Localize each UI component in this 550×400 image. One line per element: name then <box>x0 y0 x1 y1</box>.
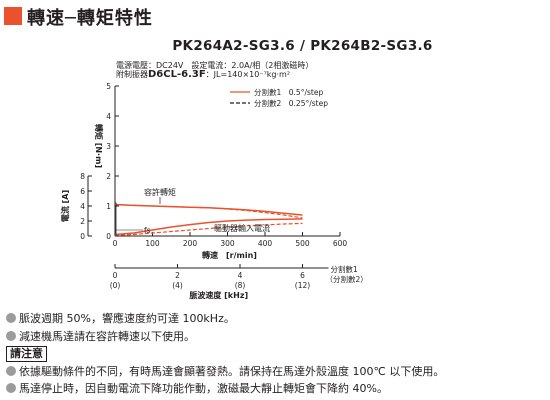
y-tick-label: 0 <box>106 232 111 241</box>
spec-damper-prefix: 附制振器 <box>116 70 148 79</box>
x-tick-label: 600 <box>333 239 348 248</box>
caution-label: 請注意 <box>6 346 47 362</box>
current-tick-label: 0 <box>80 232 85 241</box>
pulse-tick-label-div1: 4 <box>238 271 243 280</box>
current-tick-label: 2 <box>80 217 85 226</box>
y-tick-label: 5 <box>106 82 111 91</box>
current-tick-label: 4 <box>80 202 85 211</box>
section-title: 轉速─轉矩特性 <box>27 8 153 29</box>
accent-square-icon <box>4 7 22 25</box>
x-tick-label: 100 <box>145 239 160 248</box>
pulse-tick-label-div2: (8) <box>235 281 246 290</box>
bullet-icon <box>6 366 16 376</box>
current-curve-line <box>114 222 303 236</box>
model-name: PK264A2-SG3.6 / PK264B2-SG3.6 <box>172 38 433 54</box>
driver-current-label: 驅動器輸入電流 <box>214 223 270 233</box>
legend-entry: 分割數1 0.5°/step <box>254 87 323 97</box>
x-tick-label: 200 <box>183 239 198 248</box>
allowable-torque-label: 容許轉矩 <box>144 187 176 197</box>
spec-damper-model: D6CL-6.3F <box>148 69 206 80</box>
pulse-legend-div1: 分割數1 <box>331 264 358 274</box>
spec-damper-inertia: ：JL=140×10⁻⁷kg·m² <box>205 70 291 79</box>
note-text-torque: 馬達停止時，因自動電流下降功能作動，激磁最大靜止轉矩會下降約 40%。 <box>19 382 388 395</box>
legend-entry: 分割數2 0.25°/step <box>254 98 328 108</box>
section-header: 轉速─轉矩特性 <box>0 3 550 29</box>
pulse-tick-label-div2: (12) <box>295 281 310 290</box>
torque-axis-label: 轉矩 [N·m] <box>94 124 104 168</box>
current-tick-label: 6 <box>80 187 85 196</box>
x-tick-label: 300 <box>220 239 235 248</box>
x-tick-label: 0 <box>113 239 118 248</box>
pulse-tick-label-div2: (0) <box>110 281 121 290</box>
pulse-tick-label-div1: 2 <box>175 271 180 280</box>
bullet-icon <box>6 383 16 393</box>
pulse-tick-label-div2: (4) <box>172 281 183 290</box>
x-axis-label: 轉速 [r/min] <box>202 250 257 260</box>
pulse-tick-label-div1: 6 <box>300 271 305 280</box>
pulse-axis-label: 脈波速度 [kHz] <box>189 290 248 300</box>
y-tick-label: 3 <box>106 142 111 151</box>
pulse-tick-label-div1: 0 <box>113 271 118 280</box>
y-tick-label: 2 <box>106 172 111 181</box>
note-text-heat: 依據驅動條件的不同，有時馬達會顯著發熱。請保持在馬達外殼溫度 100℃ 以下使用… <box>19 365 445 378</box>
note-text-speed: 減速機馬達請在容許轉速以下使用。 <box>19 330 195 343</box>
pulse-legend-div2: （分割數2） <box>326 274 368 284</box>
note-item: 馬達停止時，因自動電流下降功能作動，激磁最大靜止轉矩會下降約 40%。 <box>6 380 388 396</box>
current-tick-label: 8 <box>80 172 85 181</box>
x-tick-label: 500 <box>295 239 310 248</box>
note-item: 減速機馬達請在容許轉速以下使用。 <box>6 328 195 344</box>
bullet-icon <box>6 331 16 341</box>
spec-line-damper: 附制振器D6CL-6.3F：JL=140×10⁻⁷kg·m² <box>116 69 290 80</box>
note-item: 依據驅動條件的不同，有時馬達會顯著發熱。請保持在馬達外殼溫度 100℃ 以下使用… <box>6 363 444 379</box>
fs-label: fs <box>144 226 151 235</box>
spec-line-power: 電源電壓：DC24V 設定電流：2.0A/相（2相激磁時） <box>116 61 314 70</box>
torque-curve-line <box>114 203 303 219</box>
note-item: 脈波週期 50%，響應速度約可達 100kHz。 <box>6 310 235 326</box>
y-tick-label: 1 <box>106 202 111 211</box>
y-tick-label: 4 <box>106 112 111 121</box>
current-axis-label: 電流 [A] <box>60 190 70 222</box>
x-tick-label: 400 <box>258 239 273 248</box>
current-curve-line <box>114 218 303 236</box>
note-text-pulse: 脈波週期 50%，響應速度約可達 100kHz。 <box>19 312 235 325</box>
bullet-icon <box>6 313 16 323</box>
